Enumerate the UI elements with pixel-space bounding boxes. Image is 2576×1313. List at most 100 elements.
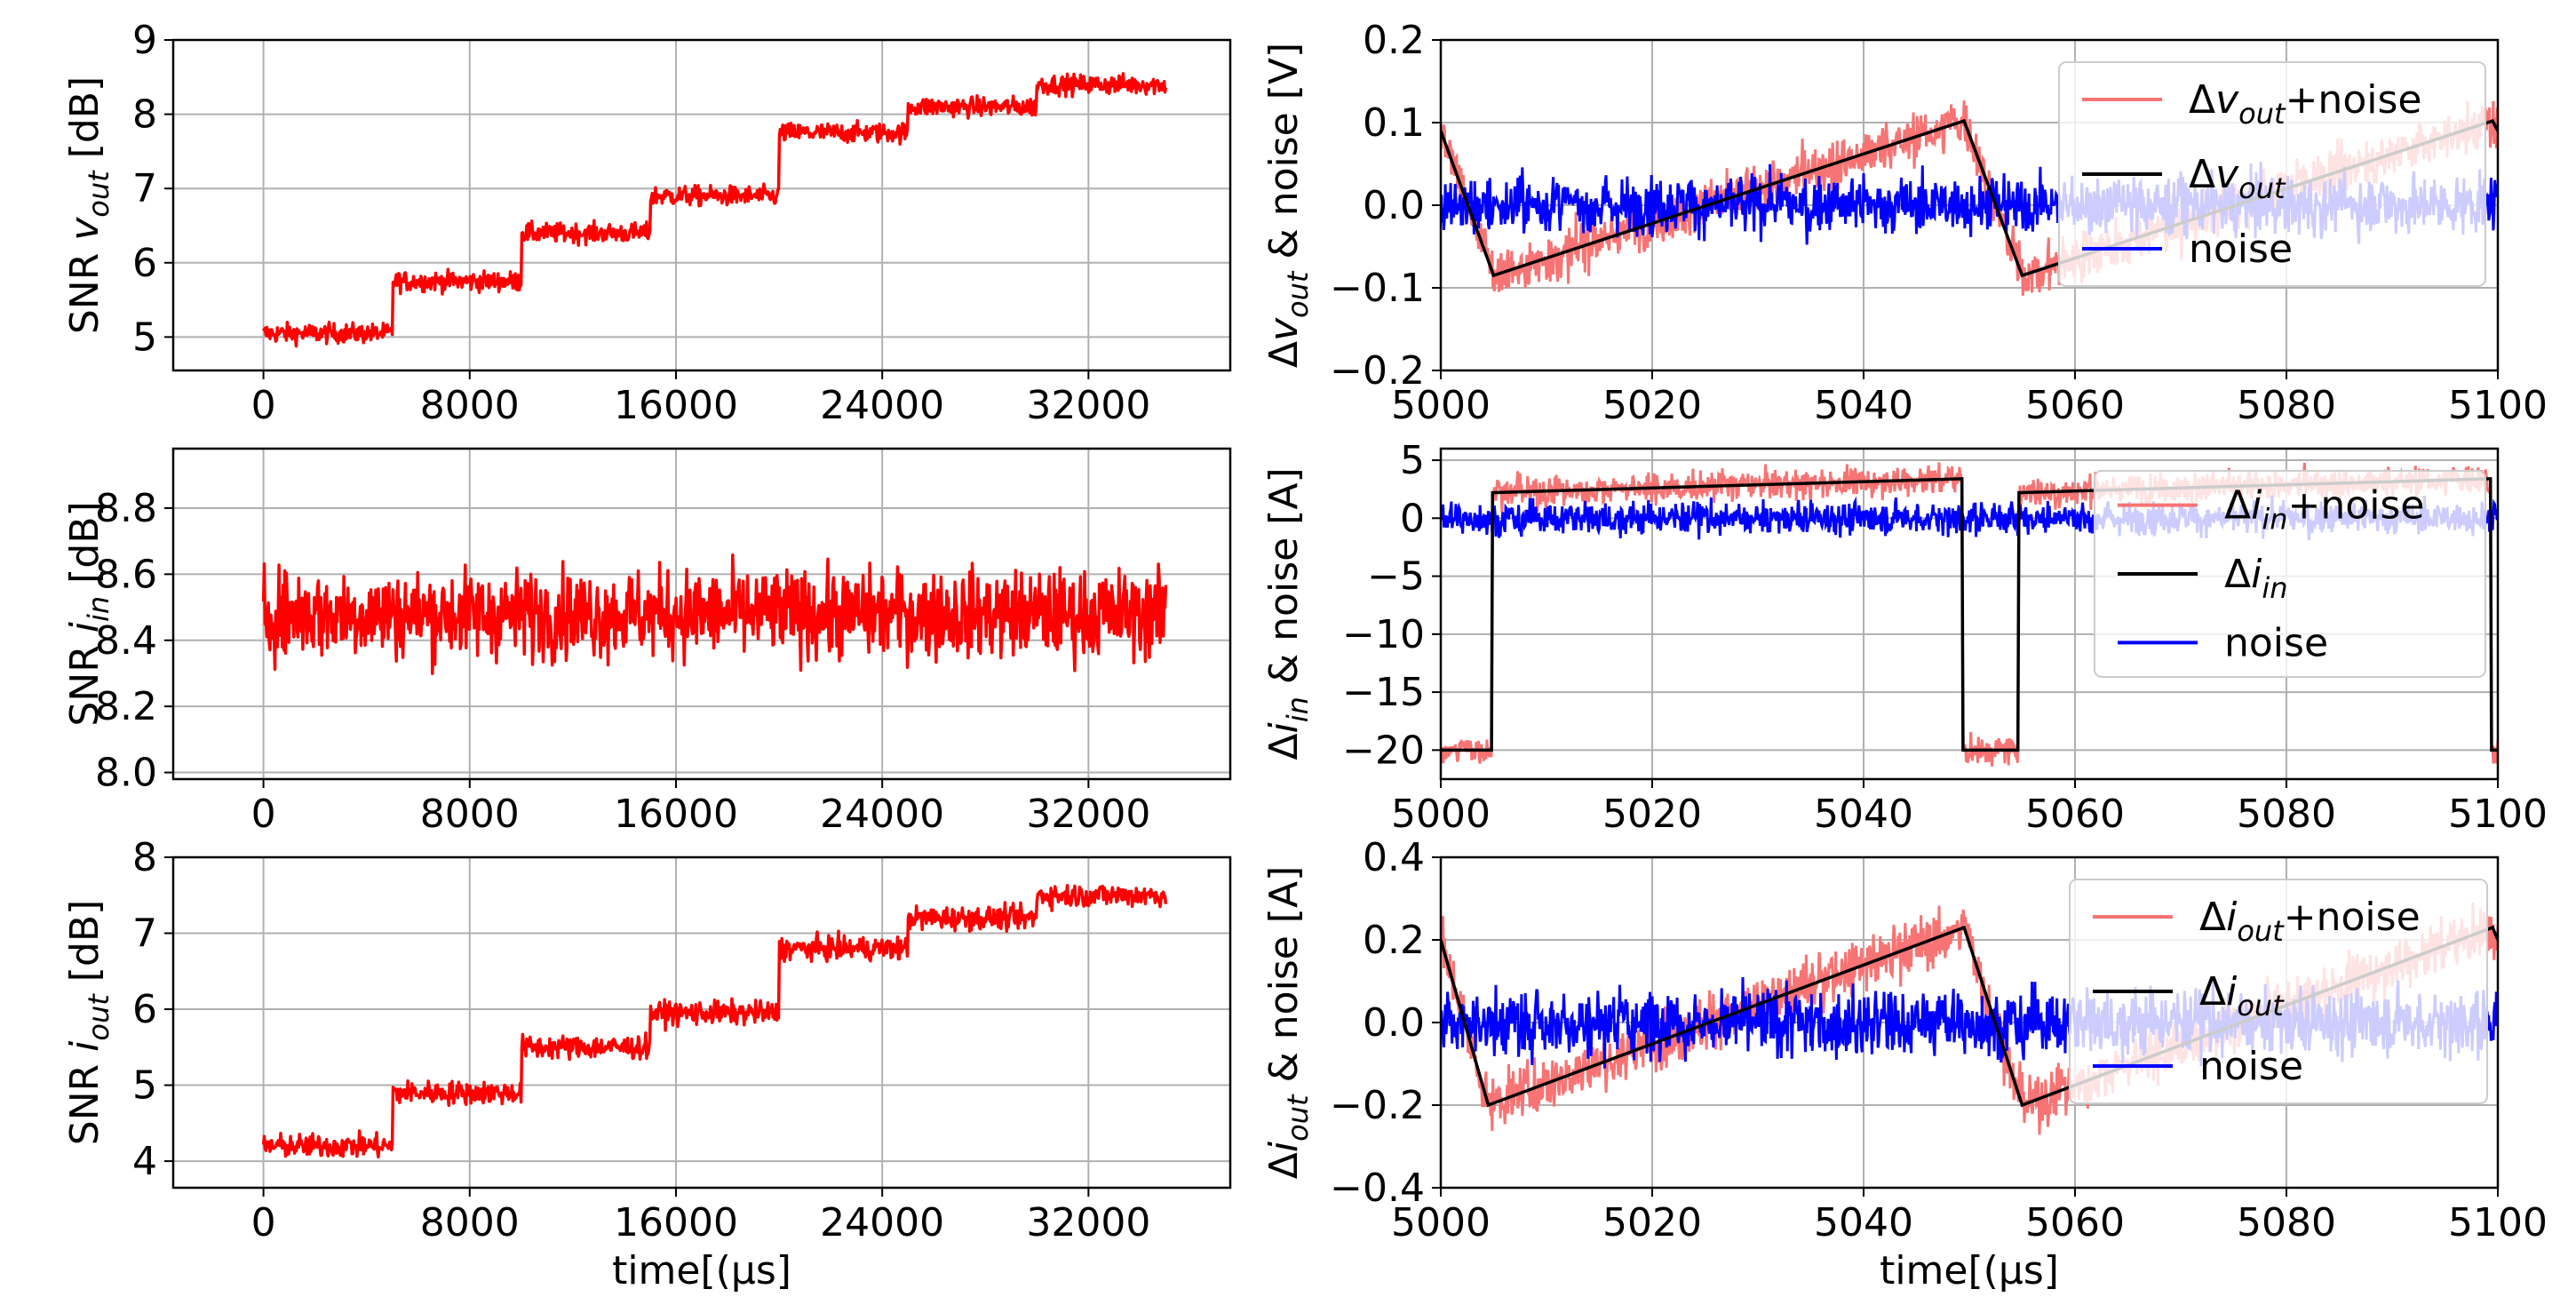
y-tick-label: 0.4: [1363, 835, 1425, 880]
series-signal: [1441, 118, 2498, 278]
label-subscript: out: [2237, 914, 2285, 948]
plot-area: [261, 884, 1168, 1159]
x-tick-label: 16000: [614, 1200, 738, 1245]
y-axis-label: SNR iin [dB]: [62, 501, 115, 726]
label-part: +noise: [2284, 895, 2421, 940]
label-math: v: [62, 217, 107, 241]
y-tick-label: 8: [132, 92, 157, 138]
label-part: +noise: [2288, 483, 2425, 529]
y-axis-label: SNR iout [dB]: [62, 900, 115, 1145]
x-tick-label: 5080: [2237, 792, 2336, 837]
legend-frame: [2094, 470, 2486, 678]
y-tick-label: 5: [132, 314, 157, 360]
x-tick-label: 0: [251, 792, 276, 837]
legend-label: Δiin: [2224, 552, 2288, 605]
y-tick-label: 0.0: [1363, 1000, 1425, 1046]
label-part: Δ: [2224, 483, 2251, 529]
x-tick-label: 0: [251, 1200, 276, 1245]
chart-diin: 5000 5020 5040 5060 5080 5100−20−15−10−505Δii…: [1261, 438, 2548, 837]
y-tick-label: 8.8: [95, 486, 157, 531]
label-subscript: out: [1281, 270, 1315, 318]
x-tick-label: 5080: [2237, 383, 2336, 428]
y-tick-label: 8.2: [95, 684, 157, 729]
y-tick-label: 8.4: [95, 618, 157, 664]
legend-label: Δiin+noise: [2224, 483, 2424, 537]
label-subscript: out: [1281, 1094, 1315, 1142]
x-tick-label: 32000: [1026, 792, 1150, 837]
label-part: Δ: [2199, 895, 2226, 940]
x-tick-label: 5060: [2025, 792, 2125, 837]
label-math: i: [2251, 552, 2262, 597]
y-tick-label: 7: [132, 911, 157, 957]
x-tick-label: 8000: [420, 792, 520, 837]
label-part: Δ: [2189, 152, 2215, 197]
y-tick-label: 0.2: [1363, 18, 1425, 63]
y-tick-label: 8: [132, 835, 157, 880]
y-tick-label: 0.0: [1363, 183, 1425, 228]
y-tick-label: 8.6: [95, 552, 157, 597]
y-tick-label: 0: [1400, 496, 1425, 541]
y-axis-label: Δvout & noise [V]: [1261, 43, 1315, 368]
x-tick-label: 5100: [2448, 792, 2548, 837]
legend-frame: [2058, 61, 2486, 287]
label-math: v: [2215, 77, 2239, 123]
y-tick-label: −10: [1342, 612, 1425, 657]
legend-label: Δiout+noise: [2199, 895, 2421, 948]
y-axis-label: Δiout & noise [A]: [1261, 866, 1315, 1179]
y-tick-label: −15: [1342, 670, 1425, 715]
x-tick-label: 5020: [1602, 792, 1702, 837]
y-tick-label: 0.2: [1363, 918, 1425, 963]
x-tick-label: 16000: [614, 792, 738, 837]
label-math: i: [62, 1040, 107, 1052]
axes-frame: [1439, 447, 2500, 781]
y-tick-label: 4: [132, 1139, 157, 1184]
x-tick-label: 5020: [1602, 383, 1702, 428]
label-part: [dB]: [62, 900, 107, 994]
y-tick-label: −20: [1342, 728, 1425, 773]
y-tick-label: 9: [132, 18, 157, 63]
label-part: [dB]: [62, 76, 107, 171]
legend-frame: [2069, 879, 2488, 1104]
label-math: i: [2226, 969, 2238, 1015]
y-tick-label: 6: [132, 241, 157, 286]
plot-area: [261, 553, 1168, 675]
label-math: i: [2226, 895, 2238, 940]
chart-snr_iout: 0 8000 16000 24000 32000 4 5 6 7 8 SNR iout [dB] ti…: [62, 835, 1232, 1293]
x-tick-label: 32000: [1026, 1200, 1150, 1245]
label-math: v: [2215, 152, 2239, 197]
x-tick-label: 8000: [420, 383, 520, 428]
x-tick-label: 8000: [420, 1200, 520, 1245]
label-part: noise: [2199, 1044, 2303, 1089]
label-part: [dB]: [62, 501, 107, 595]
x-tick-label: 5100: [2448, 1200, 2548, 1245]
label-part: Δ: [1261, 734, 1307, 760]
label-subscript: out: [2238, 171, 2286, 205]
y-tick-label: 8.0: [95, 751, 157, 796]
label-subscript: out: [2237, 989, 2285, 1023]
label-part: & noise [V]: [1261, 43, 1307, 272]
label-part: Δ: [2189, 77, 2215, 123]
label-subscript: in: [2262, 503, 2287, 537]
series-signal: [1441, 477, 2498, 752]
label-part: & noise [A]: [1261, 866, 1307, 1095]
y-tick-label: 6: [132, 987, 157, 1032]
label-math: i: [1261, 1141, 1307, 1152]
y-axis-label: SNR vout [dB]: [62, 76, 115, 334]
x-tick-label: 24000: [820, 383, 944, 428]
y-tick-label: 5: [132, 1063, 157, 1109]
x-tick-label: 24000: [820, 1200, 944, 1245]
x-tick-label: 5020: [1602, 1200, 1702, 1245]
label-subscript: in: [82, 596, 115, 622]
x-tick-label: 24000: [820, 792, 944, 837]
y-tick-label: −0.2: [1330, 348, 1425, 394]
label-subscript: out: [82, 993, 115, 1041]
label-part: Δ: [1261, 341, 1307, 368]
x-tick-label: 5000: [1391, 1200, 1491, 1245]
y-tick-label: −0.2: [1330, 1083, 1425, 1128]
legend-label: Δvout: [2189, 152, 2286, 205]
